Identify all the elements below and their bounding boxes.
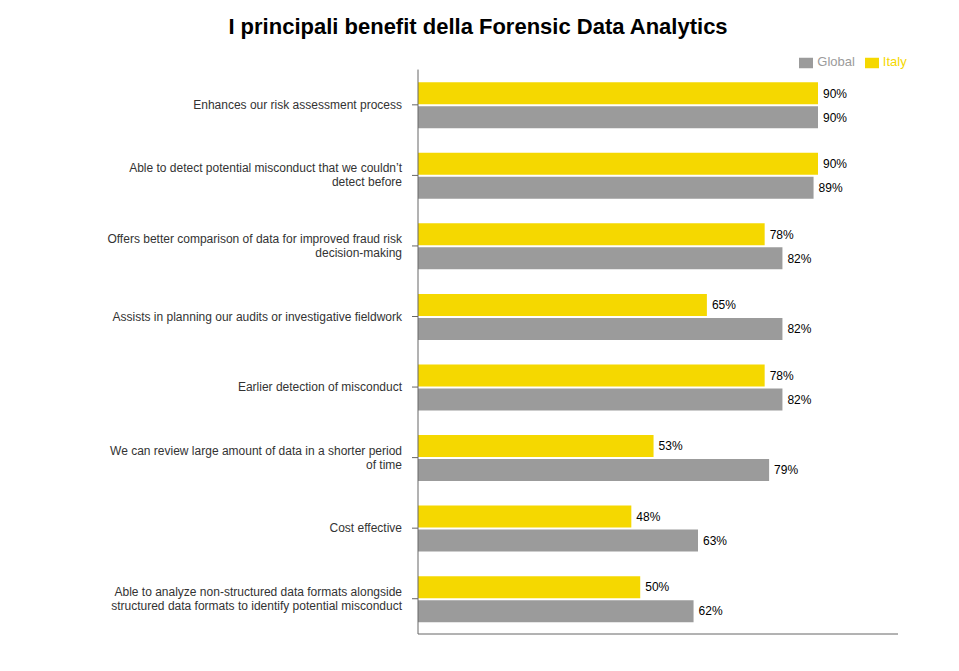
svg-text:89%: 89%	[819, 181, 843, 195]
svg-text:90%: 90%	[823, 111, 847, 125]
svg-text:53%: 53%	[659, 439, 683, 453]
svg-text:65%: 65%	[712, 298, 736, 312]
svg-text:48%: 48%	[636, 510, 660, 524]
html-text:Global: Global	[817, 54, 855, 69]
svg-text:Enhances our risk assessment p: Enhances our risk assessment process	[193, 98, 402, 112]
svg-text:Offers better comparison of da: Offers better comparison of data for imp…	[107, 232, 403, 260]
svg-text:82%: 82%	[787, 252, 811, 266]
svg-text:63%: 63%	[703, 534, 727, 548]
svg-text:Earlier detection of misconduc: Earlier detection of misconduct	[238, 380, 403, 394]
svg-text:Able to analyze non-structured: Able to analyze non-structured data form…	[111, 585, 402, 613]
svg-text:50%: 50%	[645, 580, 669, 594]
svg-text:Assists in planning our audits: Assists in planning our audits or invest…	[113, 310, 403, 324]
svg-text:78%: 78%	[770, 228, 794, 242]
svg-text:79%: 79%	[774, 463, 798, 477]
svg-text:We can review large amount of: We can review large amount of data in a …	[110, 444, 402, 472]
svg-text:Able to detect potential misco: Able to detect potential misconduct that…	[129, 161, 402, 189]
svg-text:78%: 78%	[770, 369, 794, 383]
svg-text:62%: 62%	[699, 604, 723, 618]
html-text:Italy: Italy	[882, 54, 907, 69]
svg-text:Cost effective: Cost effective	[330, 521, 403, 535]
svg-text:90%: 90%	[823, 157, 847, 171]
svg-text:90%: 90%	[823, 87, 847, 101]
svg-text:82%: 82%	[787, 322, 811, 336]
svg-text:82%: 82%	[787, 393, 811, 407]
html-text:I principali benefit della For: I principali benefit della Forensic Data…	[228, 14, 728, 39]
